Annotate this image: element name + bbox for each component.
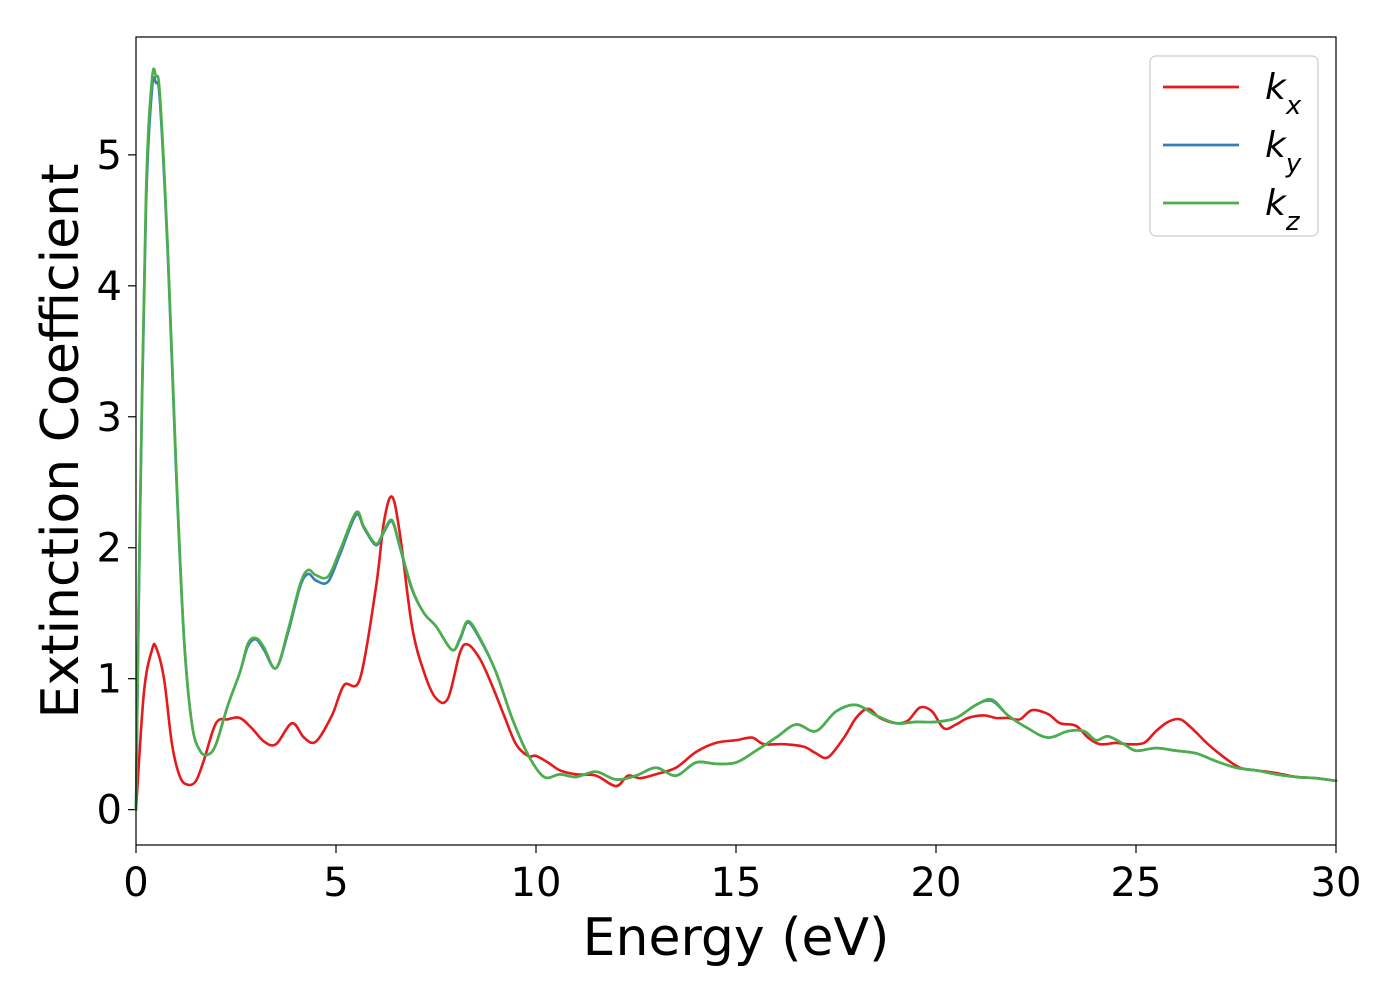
y-tick-label: 5	[97, 133, 122, 179]
y-tick-label: 4	[97, 264, 122, 310]
y-tick-label: 2	[97, 526, 122, 572]
x-tick-label: 20	[911, 860, 962, 906]
legend-label-kx: kx	[1265, 67, 1302, 121]
legend-label-main: k	[1265, 183, 1288, 224]
y-tick-label: 1	[97, 657, 122, 703]
legend-label-subscript: z	[1285, 207, 1301, 237]
x-tick-label: 0	[123, 860, 148, 906]
x-tick-label: 5	[323, 860, 348, 906]
x-tick-label: 10	[511, 860, 562, 906]
legend-label-subscript: x	[1285, 91, 1302, 121]
y-axis-title: Extinction Coefficient	[31, 164, 91, 719]
legend-label-main: k	[1265, 125, 1288, 166]
y-axis-ticks: 0 1 2 3 4 5	[97, 133, 136, 834]
x-axis-ticks: 0 5 10 15 20 25 30	[123, 845, 1361, 906]
series-line-kz	[134, 67, 1338, 811]
x-tick-label: 15	[711, 860, 762, 906]
y-tick-label: 3	[97, 395, 122, 441]
x-tick-label: 30	[1311, 860, 1362, 906]
legend-label-ky: ky	[1265, 125, 1302, 179]
x-axis-title: Energy (eV)	[583, 908, 890, 968]
plot-area-frame	[135, 36, 1337, 846]
legend-label-main: k	[1265, 67, 1288, 108]
legend-label-kz: kz	[1265, 183, 1301, 237]
legend-label-subscript: y	[1285, 149, 1302, 179]
series-line-kx	[134, 495, 1338, 811]
y-tick-label: 0	[97, 788, 122, 834]
series-layer	[134, 67, 1338, 811]
x-tick-label: 25	[1111, 860, 1162, 906]
